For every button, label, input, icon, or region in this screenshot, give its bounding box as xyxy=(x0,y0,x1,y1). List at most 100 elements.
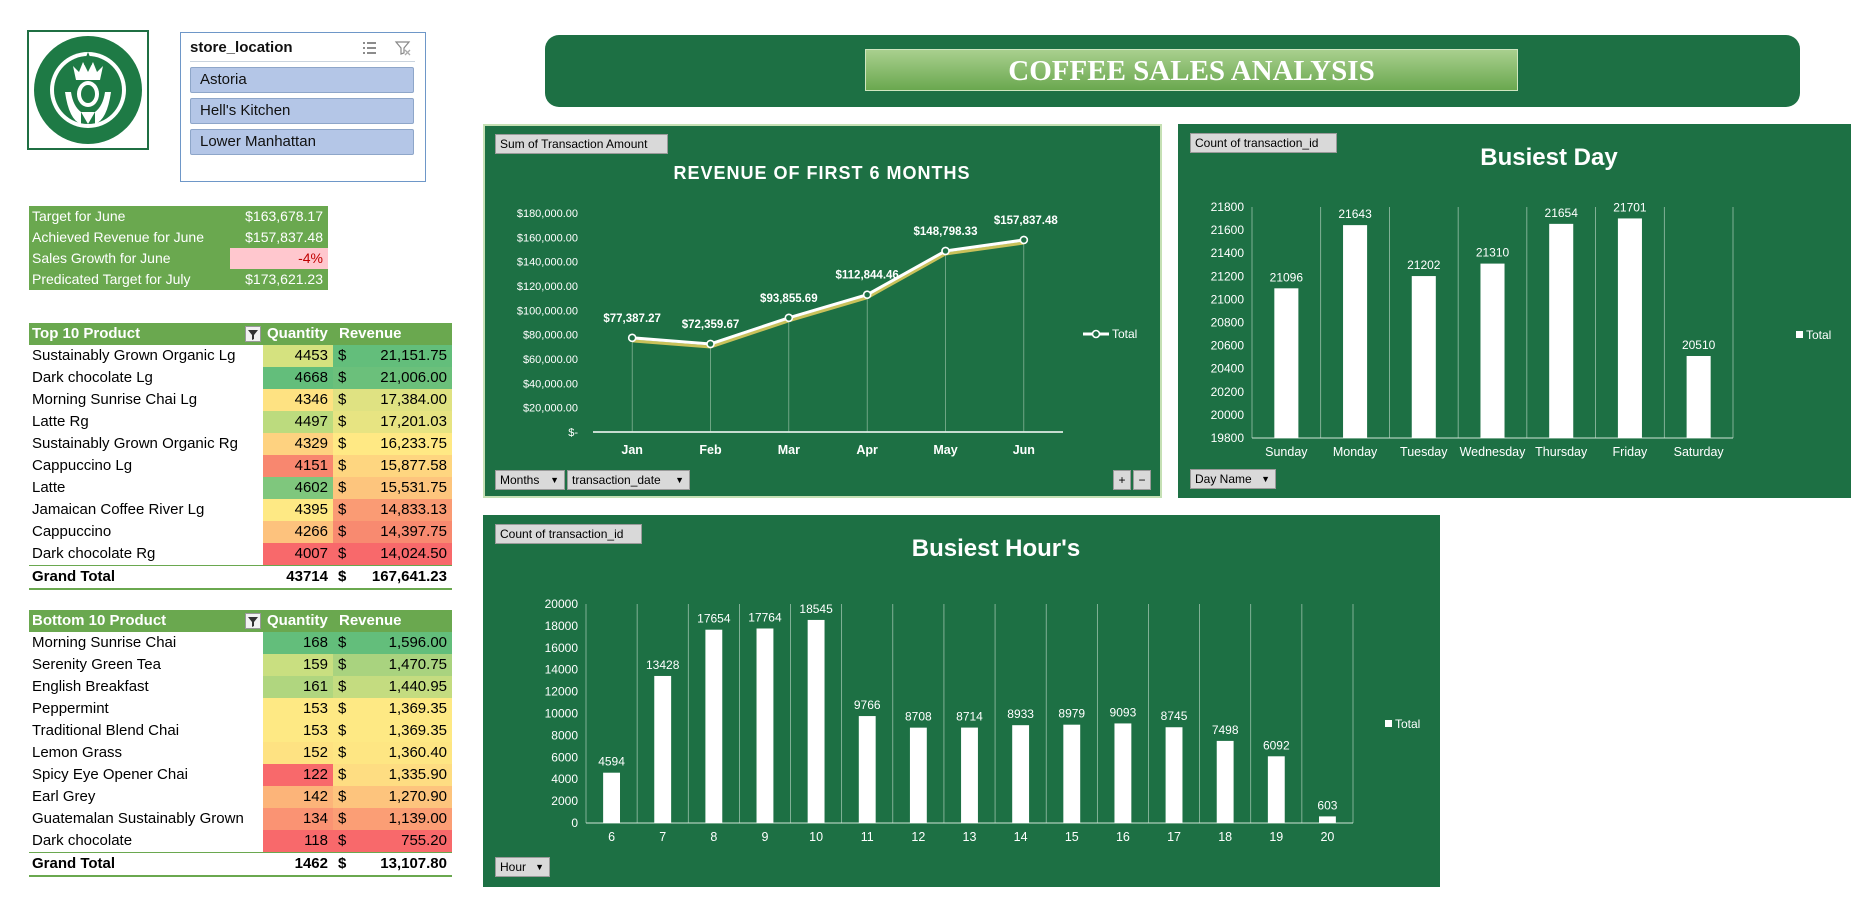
slicer-item-lower-manhattan[interactable]: Lower Manhattan xyxy=(190,129,414,155)
data-label: 20510 xyxy=(1682,338,1716,352)
bar xyxy=(1318,816,1336,823)
dropdown-arrow-icon: ▼ xyxy=(550,475,559,485)
legend-swatch xyxy=(1796,331,1803,338)
y-tick-label: 21000 xyxy=(1211,292,1245,306)
x-tick-label: Wednesday xyxy=(1460,445,1527,459)
kpi-row: Target for June $163,678.17 xyxy=(29,206,328,227)
count-of-transaction-id-button[interactable]: Count of transaction_id xyxy=(495,524,642,544)
starbucks-logo xyxy=(27,30,149,150)
product-name: Cappuccino Lg xyxy=(32,457,133,474)
bar xyxy=(603,772,621,823)
legend-marker xyxy=(1091,329,1101,339)
data-label: $112,844.46 xyxy=(836,270,899,282)
grand-total-label: Grand Total xyxy=(32,568,116,585)
quantity-cell: 4266 xyxy=(263,521,333,543)
header-revenue: Revenue xyxy=(339,612,402,629)
bar xyxy=(1267,756,1285,823)
grand-total-revenue: $167,641.23 xyxy=(338,568,447,585)
filter-icon[interactable] xyxy=(245,613,261,629)
months-filter-button[interactable]: Months ▼ xyxy=(495,470,565,490)
data-point xyxy=(862,290,872,300)
product-name: Traditional Blend Chai xyxy=(32,722,180,739)
title-box: COFFEE SALES ANALYSIS xyxy=(865,49,1518,91)
data-label: $93,855.69 xyxy=(760,293,818,305)
quantity-cell: 168 xyxy=(263,632,333,654)
quantity-cell: 4395 xyxy=(263,499,333,521)
sum-of-transaction-amount-button[interactable]: Sum of Transaction Amount xyxy=(495,134,668,154)
kpi-value: $157,837.48 xyxy=(230,227,328,248)
x-tick-label: Thursday xyxy=(1535,445,1588,459)
table-row: Spicy Eye Opener Chai 122 $1,335.90 xyxy=(29,764,452,786)
x-tick-label: 15 xyxy=(1065,830,1079,844)
day-name-filter-button[interactable]: Day Name ▼ xyxy=(1190,469,1276,489)
x-tick-label: 19 xyxy=(1269,830,1283,844)
revenue-cell: $15,531.75 xyxy=(333,477,452,499)
x-tick-label: 7 xyxy=(659,830,666,844)
product-name: Spicy Eye Opener Chai xyxy=(32,766,188,783)
x-tick-label: 6 xyxy=(608,830,615,844)
bar xyxy=(1114,723,1132,823)
chart-title: Busiest Hour's xyxy=(912,535,1080,562)
store-location-slicer: store_location Astoria Hell's Kitchen Lo… xyxy=(180,32,426,182)
kpi-row: Achieved Revenue for June $157,837.48 xyxy=(29,227,328,248)
bar xyxy=(654,675,672,823)
y-tick-label: $- xyxy=(568,427,578,439)
x-tick-label: 13 xyxy=(963,830,977,844)
data-label: 8979 xyxy=(1058,707,1085,721)
data-label: 21654 xyxy=(1545,206,1579,220)
table-row: Serenity Green Tea 159 $1,470.75 xyxy=(29,654,452,676)
table-row: Jamaican Coffee River Lg 4395 $14,833.13 xyxy=(29,499,452,521)
slicer-item-hells-kitchen[interactable]: Hell's Kitchen xyxy=(190,98,414,124)
grand-total-quantity: 1462 xyxy=(294,855,328,872)
data-label: $77,387.27 xyxy=(603,313,661,325)
quantity-cell: 153 xyxy=(263,698,333,720)
y-tick-label: 2000 xyxy=(551,794,578,808)
x-tick-label: Friday xyxy=(1613,445,1648,459)
quantity-cell: 4007 xyxy=(263,543,333,565)
grand-total-quantity: 43714 xyxy=(286,568,328,585)
y-tick-label: 10000 xyxy=(545,707,579,721)
product-name: Sustainably Grown Organic Rg xyxy=(32,435,238,452)
data-label: 7498 xyxy=(1212,723,1239,737)
revenue-cell: $1,139.00 xyxy=(333,808,452,830)
y-tick-label: $20,000.00 xyxy=(523,403,578,415)
header-revenue: Revenue xyxy=(339,325,402,342)
series-shadow-line xyxy=(632,241,1025,349)
product-name: Dark chocolate Lg xyxy=(32,369,153,386)
data-label: 21643 xyxy=(1338,207,1372,221)
data-label: $148,798.33 xyxy=(914,226,978,238)
y-tick-label: 8000 xyxy=(551,728,578,742)
multi-select-icon[interactable] xyxy=(361,39,379,57)
kpi-value: $163,678.17 xyxy=(230,206,328,227)
y-tick-label: 21800 xyxy=(1211,200,1245,214)
expand-button[interactable]: + xyxy=(1113,470,1131,490)
y-tick-label: 20200 xyxy=(1211,385,1245,399)
bar xyxy=(1216,740,1234,823)
y-tick-label: $80,000.00 xyxy=(523,330,578,342)
x-tick-label: Tuesday xyxy=(1400,445,1448,459)
table-rows: Sustainably Grown Organic Lg 4453 $21,151.… xyxy=(29,345,452,565)
filter-icon[interactable] xyxy=(245,326,261,342)
table-row: Dark chocolate Lg 4668 $21,006.00 xyxy=(29,367,452,389)
hour-filter-button[interactable]: Hour ▼ xyxy=(495,857,550,877)
x-tick-label: Saturday xyxy=(1674,445,1725,459)
x-tick-label: Feb xyxy=(699,443,722,457)
x-tick-label: 9 xyxy=(761,830,768,844)
data-label: 13428 xyxy=(646,658,680,672)
data-point xyxy=(1019,235,1029,245)
legend-label: Total xyxy=(1112,327,1137,341)
transaction-date-filter-button[interactable]: transaction_date ▼ xyxy=(567,470,690,490)
y-tick-label: $140,000.00 xyxy=(517,257,578,269)
collapse-button[interactable]: − xyxy=(1133,470,1151,490)
slicer-item-astoria[interactable]: Astoria xyxy=(190,67,414,93)
product-name: English Breakfast xyxy=(32,678,149,695)
quantity-cell: 153 xyxy=(263,720,333,742)
product-name: Jamaican Coffee River Lg xyxy=(32,501,205,518)
quantity-cell: 4497 xyxy=(263,411,333,433)
clear-filter-icon[interactable] xyxy=(394,39,412,57)
x-tick-label: 12 xyxy=(911,830,925,844)
title-banner: COFFEE SALES ANALYSIS xyxy=(545,35,1800,107)
count-of-transaction-id-button[interactable]: Count of transaction_id xyxy=(1190,133,1337,153)
quantity-cell: 161 xyxy=(263,676,333,698)
bar xyxy=(1480,263,1505,438)
